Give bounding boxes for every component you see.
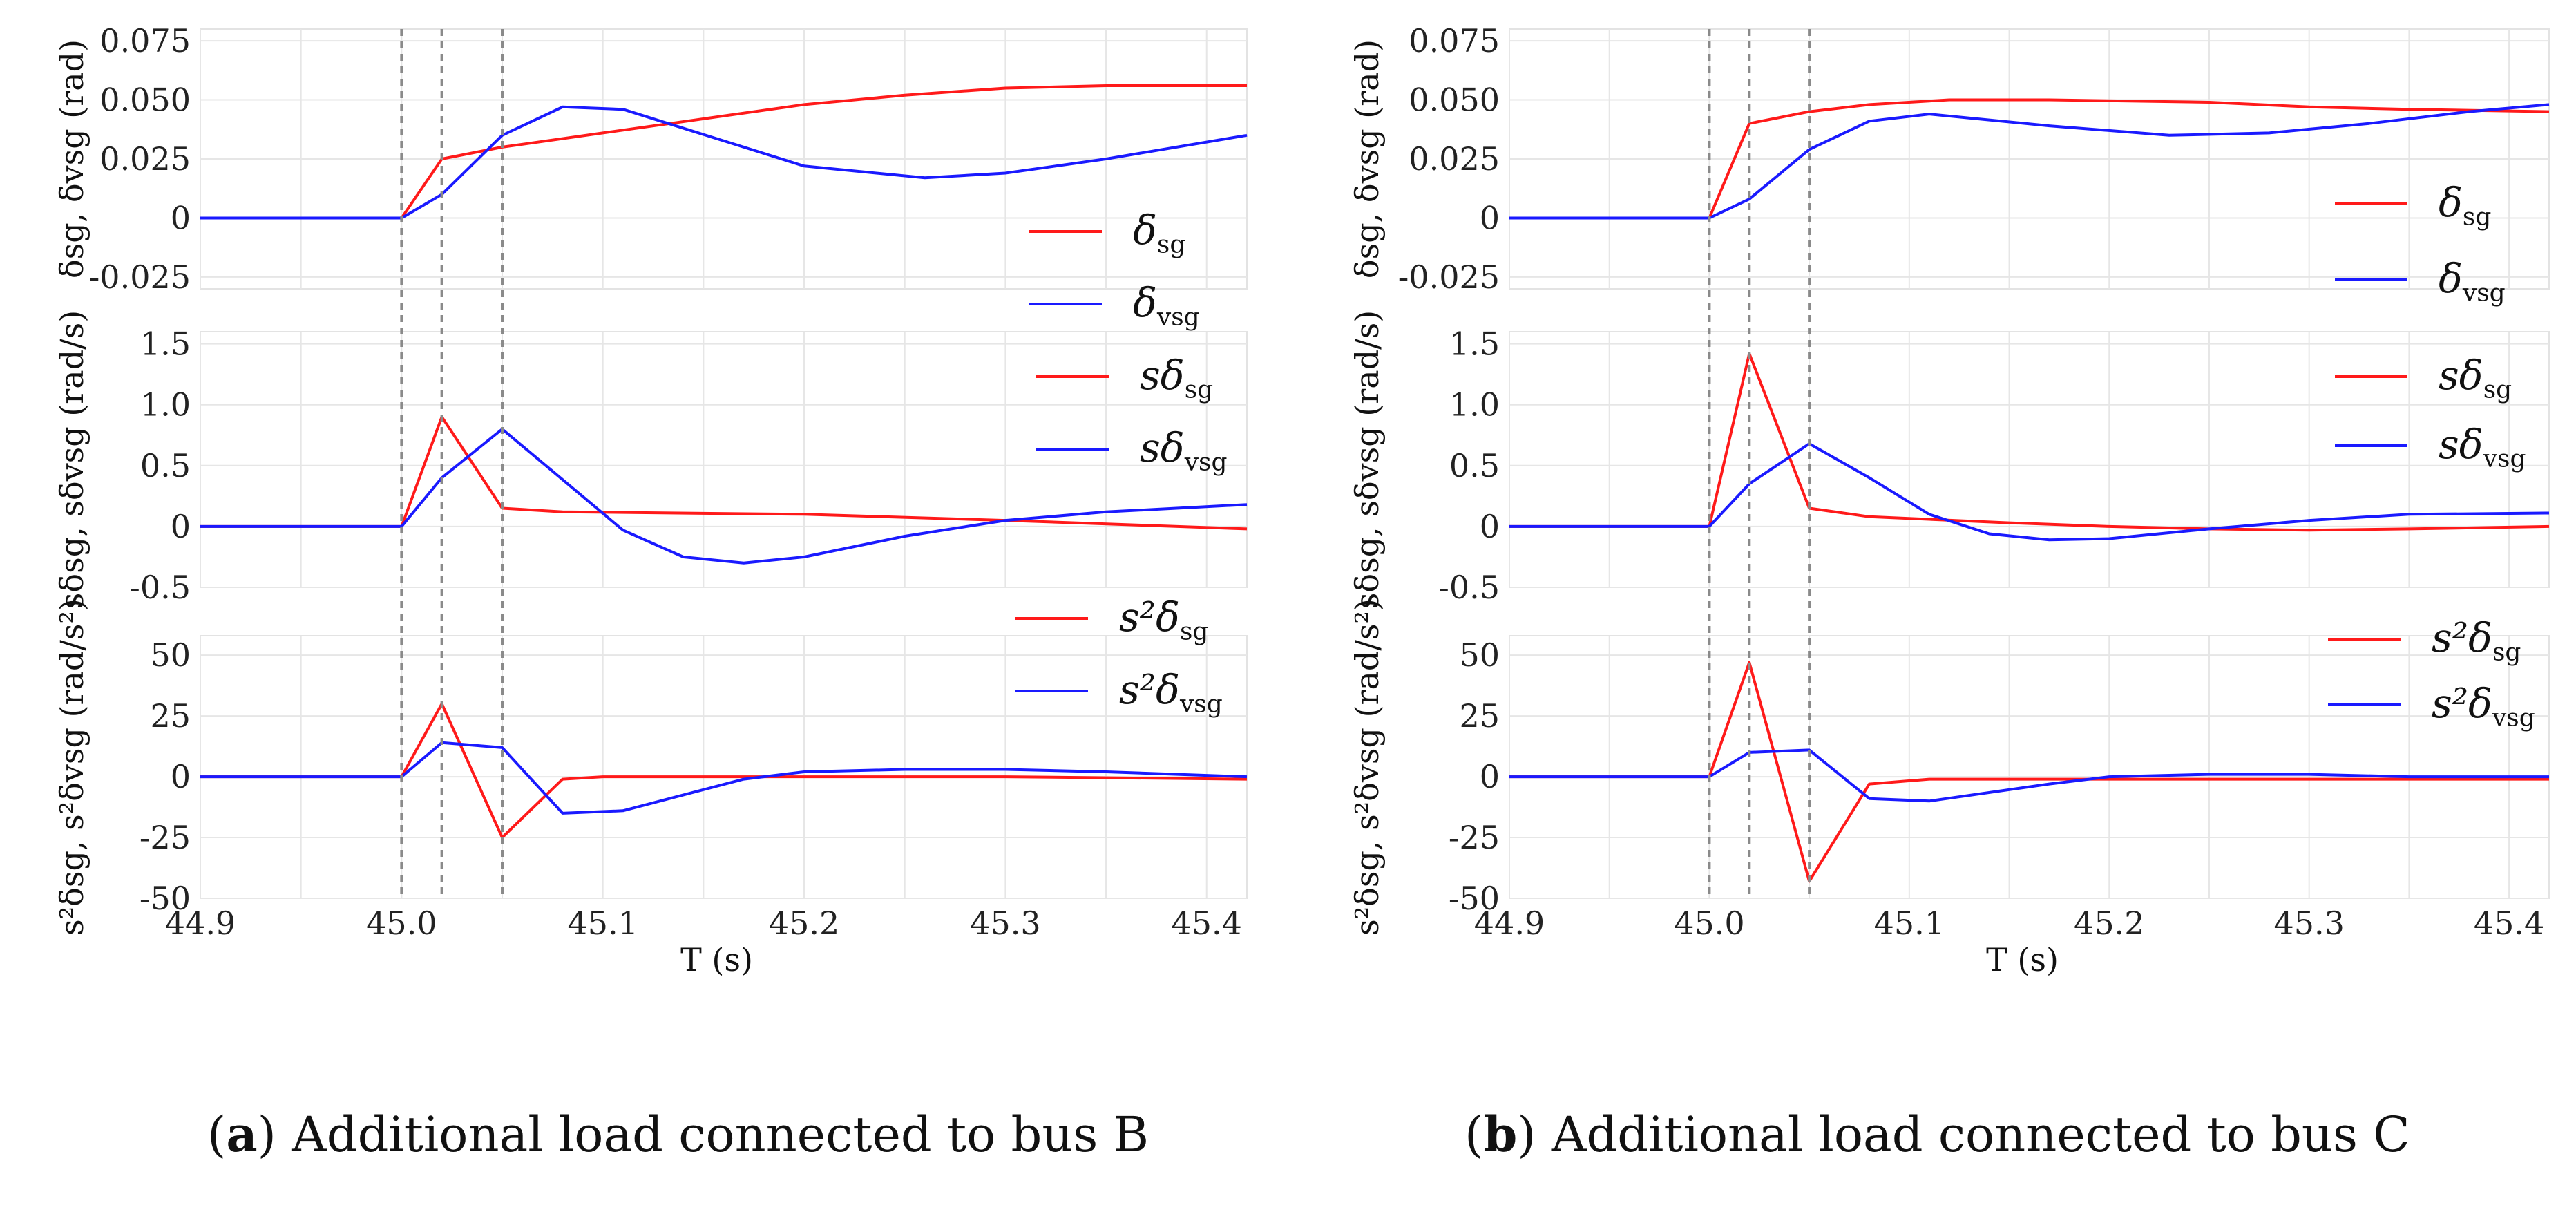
y-tick-label: 0.025 — [1409, 140, 1500, 178]
y-tick-label: 0.075 — [1409, 22, 1500, 59]
legend-label: s²δsg — [1119, 594, 1208, 646]
series-line — [1509, 442, 2550, 542]
legend-label: sδsg — [1140, 352, 1213, 404]
caption-a: (a) Additional load connected to bus B — [207, 1106, 1149, 1163]
x-tick-label: 45.3 — [2273, 905, 2344, 942]
y-tick-label: 1.0 — [140, 386, 191, 424]
y-axis-title: δsg, δvsg (rad) — [1348, 39, 1386, 278]
legend-label: δvsg — [2439, 255, 2506, 307]
y-tick-label: 0 — [1480, 508, 1500, 545]
y-tick-label: 1.5 — [140, 325, 191, 363]
x-axis-title: T (s) — [680, 941, 753, 978]
y-tick-label: -25 — [140, 819, 191, 856]
legend-label: s²δvsg — [2432, 680, 2535, 732]
y-tick-label: 0.025 — [99, 140, 191, 178]
panel-b-2: 1.5 1.0 0.5 0 -0.5 sδsg, sδvsg (rad/s) sδsg sδv… — [1348, 310, 2550, 609]
caption-b-letter: b — [1483, 1106, 1518, 1163]
y-tick-label: 1.0 — [1449, 386, 1500, 424]
y-tick-label: 0 — [1480, 758, 1500, 795]
x-tick-label: 45.3 — [970, 905, 1040, 942]
plot-area — [1509, 331, 2550, 588]
legend-label: δvsg — [1133, 279, 1200, 332]
x-tick-label: 45.1 — [1874, 905, 1945, 942]
legend-label: sδvsg — [2439, 421, 2526, 473]
y-tick-label: 0.5 — [1449, 447, 1500, 484]
y-axis-title: s²δsg, s²δvsg (rad/s²) — [53, 598, 90, 936]
x-tick-label: 45.4 — [2474, 905, 2544, 942]
legend-label: δsg — [2439, 179, 2491, 231]
x-tick-label: 45.0 — [366, 905, 437, 942]
panel-a-3: 50 25 0 -25 -50 s²δsg, s²δvsg (rad/s²) s²δsg s²… — [53, 594, 1248, 936]
y-tick-label: 0 — [171, 199, 191, 236]
x-tick-label: 45.4 — [1172, 905, 1242, 942]
plot-area — [200, 331, 1248, 588]
x-tick-label: 44.9 — [1474, 905, 1545, 942]
panel-a-2: 1.5 1.0 0.5 0 -0.5 sδsg, sδvsg (rad/s) sδsg sδv… — [53, 310, 1248, 609]
caption-a-letter: a — [226, 1106, 258, 1163]
x-tick-label: 45.1 — [567, 905, 638, 942]
y-tick-label: 25 — [150, 697, 191, 735]
y-axis-title: sδsg, sδvsg (rad/s) — [1348, 310, 1386, 609]
panel-b-1: 0.075 0.050 0.025 0 -0.025 δsg, δvsg (rad) δsg… — [1348, 22, 2550, 307]
x-tick-label: 45.0 — [1674, 905, 1744, 942]
y-tick-label: 0.050 — [99, 82, 191, 119]
caption-a-text: Additional load connected to bus B — [292, 1106, 1149, 1163]
y-tick-label: -0.5 — [1438, 569, 1500, 606]
y-tick-label: 50 — [150, 636, 191, 674]
y-tick-label: -0.5 — [129, 569, 191, 606]
y-tick-label: 1.5 — [1449, 325, 1500, 363]
x-axis-title: T (s) — [1986, 941, 2059, 978]
series-line — [1509, 352, 2550, 532]
series-line — [200, 105, 1248, 220]
legend-label: δsg — [1133, 207, 1185, 259]
caption-b: (b) Additional load connected to bus C — [1464, 1106, 2410, 1163]
y-axis-title: δsg, δvsg (rad) — [53, 39, 90, 278]
y-tick-label: -50 — [140, 880, 191, 917]
y-tick-label: 25 — [1459, 697, 1500, 735]
y-axis-title: sδsg, sδvsg (rad/s) — [53, 310, 90, 609]
chart-b: 0.075 0.050 0.025 0 -0.025 δsg, δvsg (rad) δsg… — [1348, 22, 2550, 978]
y-tick-label: 0.5 — [140, 447, 191, 484]
series-line — [1509, 748, 2549, 803]
y-tick-label: 0.050 — [1409, 82, 1500, 119]
series-line — [200, 428, 1248, 565]
plot-area — [200, 635, 1248, 899]
series-line — [200, 84, 1247, 220]
y-tick-label: 0 — [1480, 199, 1500, 236]
x-tick-label: 45.2 — [2074, 905, 2144, 942]
series-line — [1509, 103, 2550, 220]
y-tick-label: 50 — [1459, 636, 1500, 674]
y-tick-label: -50 — [1449, 880, 1500, 917]
y-axis-title: s²δsg, s²δvsg (rad/s²) — [1348, 598, 1386, 936]
legend-label: s²δsg — [2432, 614, 2521, 667]
series-line — [200, 415, 1248, 531]
y-tick-label: -0.025 — [89, 258, 191, 296]
series-line — [200, 741, 1248, 815]
y-tick-label: 0 — [171, 508, 191, 545]
legend-label: sδvsg — [1140, 424, 1227, 477]
series-line — [200, 702, 1248, 839]
series-line — [1509, 98, 2550, 220]
plot-area — [1509, 635, 2550, 899]
y-tick-label: 0 — [171, 758, 191, 795]
y-tick-label: -25 — [1449, 819, 1500, 856]
panel-b-3: 50 25 0 -25 -50 s²δsg, s²δvsg (rad/s²) s²δsg s²… — [1348, 598, 2550, 936]
x-tick-label: 45.2 — [769, 905, 839, 942]
y-tick-label: 0.075 — [99, 22, 191, 59]
series-line — [1509, 661, 2549, 883]
legend-label: sδsg — [2439, 352, 2512, 404]
y-tick-label: -0.025 — [1398, 258, 1500, 296]
x-tick-label: 44.9 — [165, 905, 236, 942]
legend-label: s²δvsg — [1119, 666, 1223, 719]
caption-b-text: Additional load connected to bus C — [1551, 1106, 2410, 1163]
